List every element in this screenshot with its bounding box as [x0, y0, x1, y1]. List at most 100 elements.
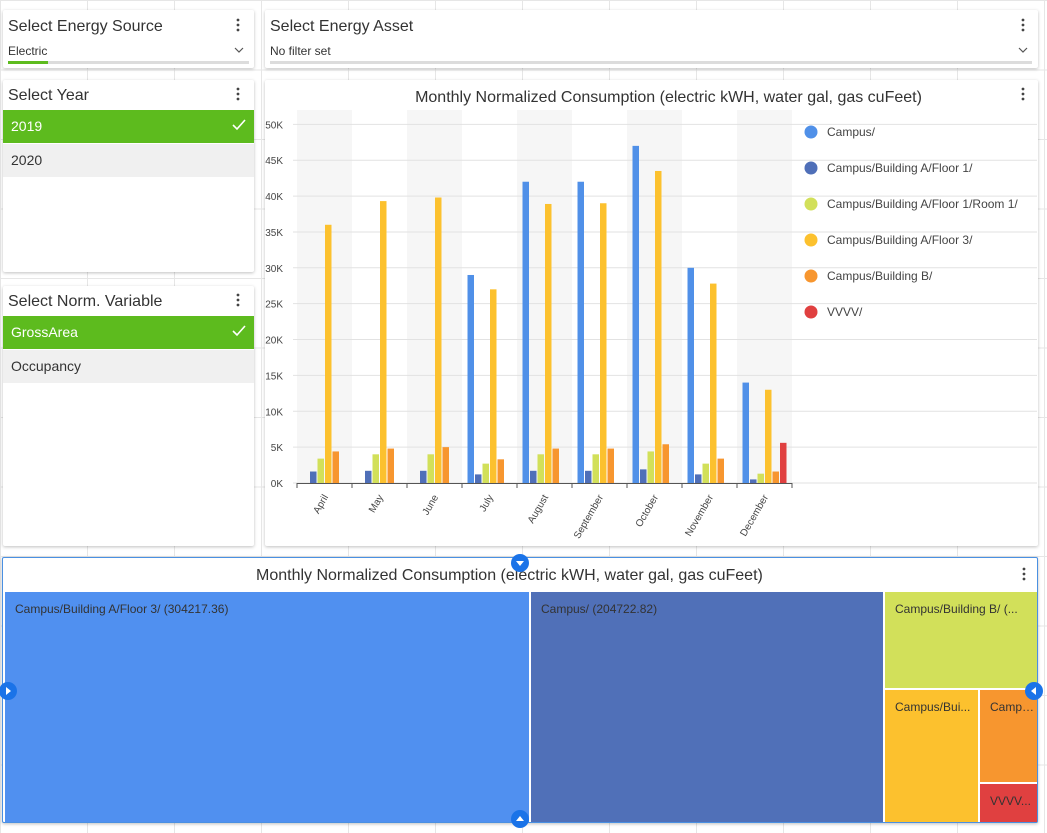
legend-label: Campus/Building A/Floor 1/Room 1/	[827, 197, 1018, 211]
x-tick-label: August	[526, 493, 551, 526]
bar	[772, 471, 779, 483]
resize-handle-bottom[interactable]	[511, 810, 529, 828]
y-tick-label: 10K	[265, 407, 283, 418]
bar	[442, 447, 449, 483]
bar	[592, 454, 599, 483]
bar-chart: Monthly Normalized Consumption (electric…	[265, 89, 1037, 541]
category-band	[407, 110, 462, 483]
resize-handle-top[interactable]	[511, 554, 529, 572]
y-tick-label: 35K	[265, 228, 283, 239]
norm-variable-menu-icon[interactable]	[231, 293, 245, 309]
checkmark-icon	[232, 325, 246, 337]
energy-source-combo[interactable]: Electric	[8, 42, 249, 66]
resize-handle-right[interactable]	[1025, 682, 1043, 700]
bar	[632, 145, 639, 483]
bar	[310, 471, 317, 483]
treemap-cell[interactable]: Campus/Building B/ (...	[885, 592, 1037, 688]
year-item-label: 2020	[11, 152, 43, 168]
y-tick-label: 50K	[265, 120, 283, 131]
x-tick-label: April	[312, 493, 332, 516]
legend-label: VVVV/	[827, 305, 863, 319]
year-title: Select Year	[8, 87, 89, 104]
energy-source-underline	[8, 61, 249, 64]
bar	[467, 274, 474, 483]
bar	[482, 463, 489, 483]
legend-marker	[804, 197, 818, 211]
treemap-menu-icon[interactable]	[1017, 567, 1031, 583]
bar	[765, 389, 772, 483]
bar	[757, 473, 764, 483]
treemap-cell[interactable]: Campu...	[980, 690, 1037, 782]
bar	[497, 459, 504, 483]
bar	[380, 201, 387, 483]
y-tick-label: 40K	[265, 192, 283, 203]
bar	[372, 454, 379, 483]
treemap-card: Monthly Normalized Consumption (electric…	[2, 557, 1038, 823]
legend-label: Campus/Building B/	[827, 269, 933, 283]
bar	[475, 474, 482, 483]
energy-source-value: Electric	[8, 44, 48, 58]
energy-source-title: Select Energy Source	[8, 18, 163, 35]
bar	[640, 469, 647, 483]
bar	[695, 474, 702, 483]
bar	[585, 470, 592, 483]
bar	[325, 224, 332, 483]
treemap-cell[interactable]: Campus/Bui...	[885, 690, 978, 822]
year-filter: Select Year 2019 2020	[3, 80, 254, 272]
norm-variable-item-label: GrossArea	[11, 324, 78, 340]
energy-asset-filter: Select Energy Asset No filter set	[265, 10, 1038, 68]
bar	[750, 479, 757, 483]
legend-marker	[804, 233, 818, 247]
year-item-2020[interactable]: 2020	[3, 144, 254, 177]
chevron-down-icon	[1018, 47, 1028, 53]
norm-variable-title: Select Norm. Variable	[8, 293, 163, 310]
bar	[420, 470, 427, 483]
bar	[780, 442, 787, 483]
bar-chart-menu-icon[interactable]	[1016, 87, 1030, 103]
legend-label: Campus/Building A/Floor 3/	[827, 233, 973, 247]
x-tick-label: November	[684, 492, 717, 538]
chart-title: Monthly Normalized Consumption (electric…	[415, 89, 922, 106]
energy-asset-menu-icon[interactable]	[1016, 18, 1030, 34]
bar	[387, 448, 394, 483]
norm-variable-filter: Select Norm. Variable GrossArea Occupanc…	[3, 286, 254, 546]
bar	[702, 463, 709, 483]
year-menu-icon[interactable]	[231, 87, 245, 103]
x-tick-label: May	[367, 493, 386, 515]
y-tick-label: 20K	[265, 336, 283, 347]
resize-handle-left[interactable]	[0, 682, 17, 700]
bar	[600, 203, 607, 483]
bar	[607, 448, 614, 483]
treemap-title: Monthly Normalized Consumption (electric…	[256, 567, 763, 584]
bar	[647, 451, 654, 483]
norm-variable-item-grossarea[interactable]: GrossArea	[3, 316, 254, 349]
bar	[530, 470, 537, 483]
bar	[317, 458, 324, 483]
bar-chart-card: Monthly Normalized Consumption (electric…	[265, 80, 1038, 546]
y-tick-label: 15K	[265, 371, 283, 382]
energy-asset-combo[interactable]: No filter set	[270, 42, 1032, 66]
bar	[717, 458, 724, 483]
bar	[545, 203, 552, 483]
y-tick-label: 5K	[271, 443, 284, 454]
energy-source-menu-icon[interactable]	[231, 18, 245, 34]
treemap-cell[interactable]: Campus/ (204722.82)	[531, 592, 883, 822]
bar	[710, 283, 717, 483]
legend-label: Campus/Building A/Floor 1/	[827, 161, 973, 175]
x-tick-label: June	[421, 493, 442, 518]
chevron-down-icon	[234, 47, 244, 53]
year-item-2019[interactable]: 2019	[3, 110, 254, 143]
category-band	[297, 110, 352, 483]
x-tick-label: October	[634, 492, 662, 529]
treemap: Campus/Building A/Floor 3/ (304217.36) C…	[5, 592, 1037, 822]
norm-variable-item-occupancy[interactable]: Occupancy	[3, 350, 254, 383]
bar	[537, 454, 544, 483]
legend-marker	[804, 161, 818, 175]
bar	[522, 181, 529, 483]
treemap-cell[interactable]: VVVV...	[980, 784, 1037, 822]
energy-asset-value: No filter set	[270, 44, 331, 58]
treemap-cell[interactable]: Campus/Building A/Floor 3/ (304217.36)	[5, 592, 529, 822]
y-tick-label: 25K	[265, 300, 283, 311]
x-tick-label: September	[572, 492, 606, 540]
bar	[742, 382, 749, 483]
